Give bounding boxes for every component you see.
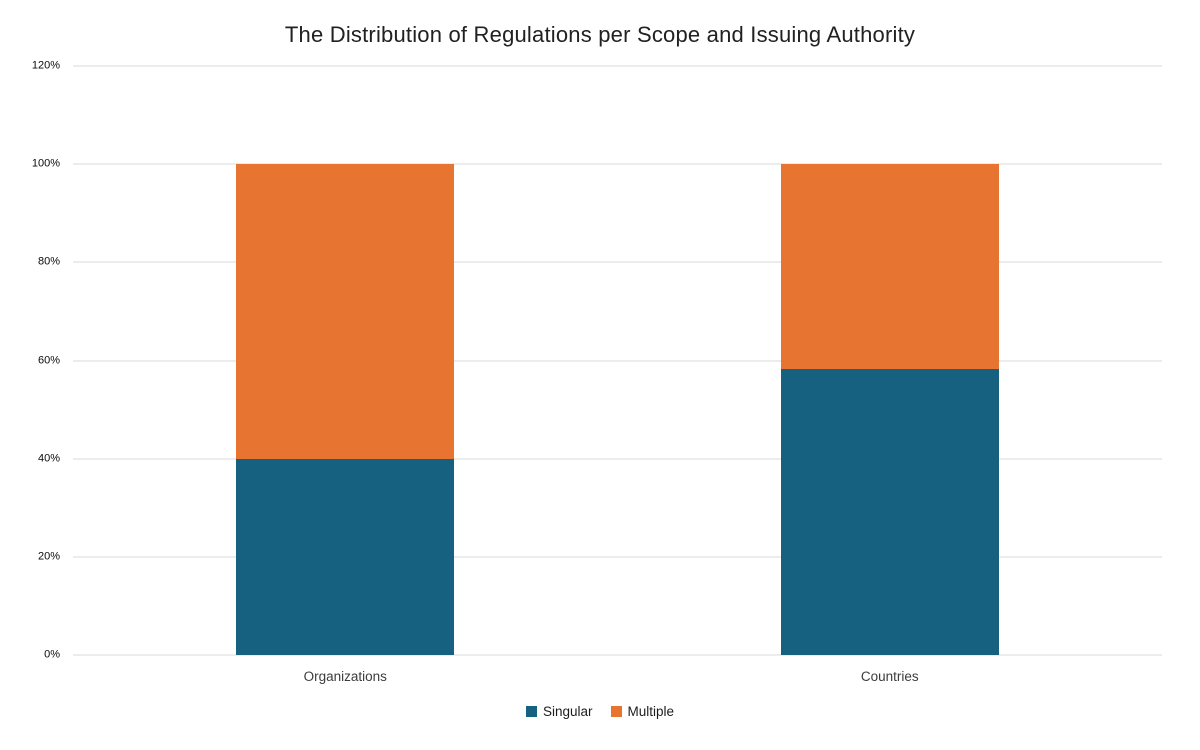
legend: Singular Multiple (0, 704, 1200, 719)
legend-swatch-icon (525, 706, 537, 717)
bar-column-organizations (236, 66, 455, 655)
gridline (73, 458, 1162, 460)
y-tick-label: 100% (31, 157, 60, 170)
bar-segment-multiple-organizations (236, 164, 455, 459)
legend-item-singular: Singular (525, 704, 593, 719)
gridline (73, 163, 1162, 165)
x-category-label: Countries (860, 669, 919, 684)
gridline (73, 360, 1162, 361)
bar-segment-singular-organizations (236, 458, 455, 655)
y-tick-label: 80% (37, 255, 60, 268)
legend-label: Multiple (627, 704, 675, 719)
gridline (73, 556, 1162, 558)
bar-column-countries (780, 66, 999, 655)
y-tick-label: 0% (44, 648, 60, 661)
gridline (73, 65, 1162, 67)
y-tick-label: 40% (37, 452, 60, 465)
chart-title: The Distribution of Regulations per Scop… (284, 22, 916, 47)
bar-segment-singular-countries (780, 368, 999, 655)
y-tick-label: 60% (37, 354, 60, 366)
legend-item-multiple: Multiple (610, 704, 675, 719)
x-category-label: Organizations (303, 669, 387, 684)
gridline (73, 654, 1162, 656)
legend-label: Singular (542, 704, 593, 719)
legend-swatch-icon (610, 706, 622, 717)
plot-area (73, 65, 1162, 656)
y-tick-label: 120% (31, 59, 60, 72)
gridline (73, 261, 1162, 263)
y-tick-label: 20% (37, 550, 60, 563)
bar-segment-multiple-countries (780, 164, 999, 369)
y-axis: 0% 20% 40% 60% 80% 100% 120% (0, 60, 60, 660)
x-axis: Organizations Countries (73, 655, 1162, 691)
